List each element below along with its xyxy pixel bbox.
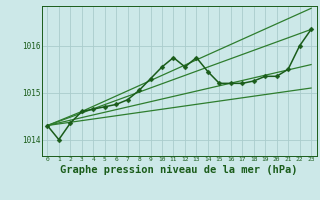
X-axis label: Graphe pression niveau de la mer (hPa): Graphe pression niveau de la mer (hPa) [60, 165, 298, 175]
